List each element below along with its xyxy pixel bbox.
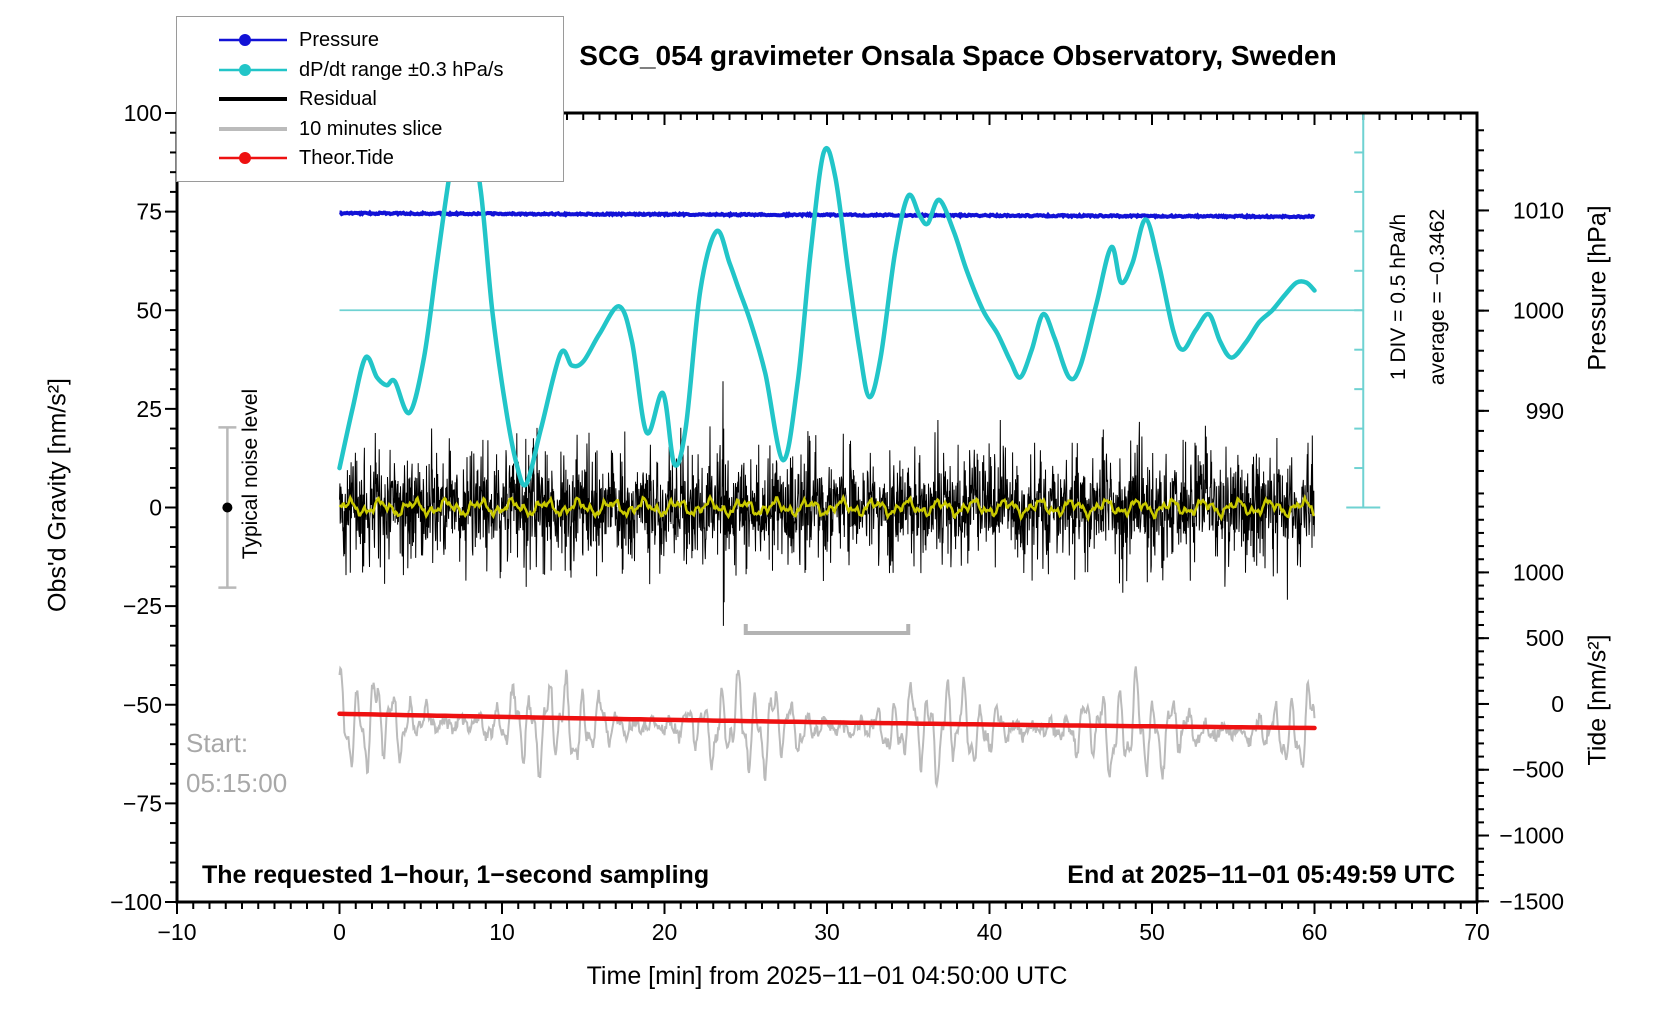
y-tick-label-gravity: −50 bbox=[123, 692, 162, 718]
x-tick-label: 0 bbox=[333, 919, 346, 945]
x-tick-label: 20 bbox=[652, 919, 678, 945]
y-tick-label-gravity: −25 bbox=[123, 593, 162, 619]
legend-item-theor-tide: Theor.Tide bbox=[177, 146, 563, 175]
y-tick-label-tide: 0 bbox=[1551, 691, 1564, 717]
pressure-series bbox=[338, 209, 1316, 220]
legend-marker-dot bbox=[239, 34, 251, 46]
legend-item-pressure: Pressure bbox=[177, 28, 563, 57]
legend-item-label: Residual bbox=[299, 88, 377, 110]
x-axis-label: Time [min] from 2025−11−01 04:50:00 UTC bbox=[586, 962, 1068, 990]
x-tick-label: 30 bbox=[814, 919, 840, 945]
legend-marker-dot bbox=[239, 63, 251, 76]
x-tick-label: −10 bbox=[157, 919, 196, 945]
ten-minute-bracket bbox=[743, 623, 911, 635]
legend-item-label: 10 minutes slice bbox=[299, 117, 443, 140]
legend-item-label: Theor.Tide bbox=[299, 147, 394, 169]
y-axis-label-pressure: Pressure [hPa] bbox=[1583, 205, 1612, 371]
x-tick-label: 70 bbox=[1464, 919, 1490, 945]
tick-labels: −10 0 10 20 30 40 50 60 701007550250−25−50−75−10… bbox=[110, 100, 1564, 945]
y-tick-label-tide: −1000 bbox=[1499, 823, 1564, 849]
end-time-note: End at 2025−11−01 05:49:59 UTC bbox=[1067, 861, 1455, 889]
div-scale-bar bbox=[1346, 113, 1381, 509]
average-note: average = −0.3462 bbox=[1426, 208, 1449, 386]
noise-bar-dot bbox=[222, 502, 233, 513]
residual-series bbox=[339, 381, 1315, 626]
legend-line-dot-marker bbox=[219, 34, 287, 46]
start-time: 05:15:00 bbox=[186, 768, 288, 798]
y-tick-label-gravity: −75 bbox=[123, 790, 162, 816]
y-tick-label-pressure: 990 bbox=[1526, 398, 1564, 424]
y-tick-label-tide: 1000 bbox=[1513, 559, 1564, 585]
legend-item-residual: Residual bbox=[177, 87, 563, 116]
y-axis-label-gravity: Obs'd Gravity [nm/s²] bbox=[43, 378, 72, 612]
y-tick-label-gravity: 75 bbox=[136, 199, 162, 225]
legend-line-marker bbox=[219, 97, 287, 101]
start-label: Start: bbox=[186, 728, 249, 758]
y-tick-label-gravity: 100 bbox=[124, 100, 162, 126]
legend-item-dp-dt-range-0-3-hpa-s: dP/dt range ±0.3 hPa/s bbox=[177, 58, 563, 87]
y-tick-label-gravity: 25 bbox=[136, 396, 162, 422]
y-tick-label-tide: −500 bbox=[1512, 757, 1564, 783]
x-tick-label: 60 bbox=[1302, 919, 1328, 945]
y-tick-label-gravity: −100 bbox=[110, 889, 162, 915]
x-tick-label: 10 bbox=[489, 919, 515, 945]
noise-level-errorbar bbox=[218, 426, 237, 589]
legend-line-dot-marker bbox=[219, 63, 287, 76]
chart-title: SCG_054 gravimeter Onsala Space Observat… bbox=[579, 40, 1337, 71]
legend-box: Pressure dP/dt range ±0.3 hPa/s Residual 10… bbox=[176, 16, 564, 182]
theor-tide-series bbox=[337, 711, 1317, 731]
y-tick-label-tide: −1500 bbox=[1499, 888, 1564, 914]
sampling-note: The requested 1−hour, 1−second sampling bbox=[202, 861, 710, 889]
legend-item-label: dP/dt range ±0.3 hPa/s bbox=[299, 58, 504, 81]
y-axis-label-tide: Tide [nm/s²] bbox=[1583, 634, 1612, 766]
legend-line-dot-marker bbox=[219, 152, 287, 164]
legend-marker-dot bbox=[239, 152, 251, 164]
legend-item-label: Pressure bbox=[299, 29, 380, 51]
legend-item-10-minutes-slice: 10 minutes slice bbox=[177, 117, 563, 146]
y-tick-label-gravity: 0 bbox=[149, 495, 162, 521]
div-scale-note: 1 DIV = 0.5 hPa/h bbox=[1387, 213, 1410, 381]
residual-smooth-series bbox=[338, 493, 1315, 522]
y-tick-label-pressure: 1010 bbox=[1513, 197, 1564, 223]
x-tick-label: 50 bbox=[1139, 919, 1165, 945]
y-tick-label-pressure: 1000 bbox=[1513, 298, 1564, 324]
noise-level-label: Typical noise level bbox=[239, 388, 262, 560]
y-tick-label-tide: 500 bbox=[1526, 625, 1564, 651]
dpdt-series bbox=[337, 122, 1317, 488]
plot-frame bbox=[175, 111, 1479, 904]
y-tick-label-gravity: 50 bbox=[136, 297, 162, 323]
legend-line-marker bbox=[219, 126, 287, 131]
x-tick-label: 40 bbox=[977, 919, 1003, 945]
